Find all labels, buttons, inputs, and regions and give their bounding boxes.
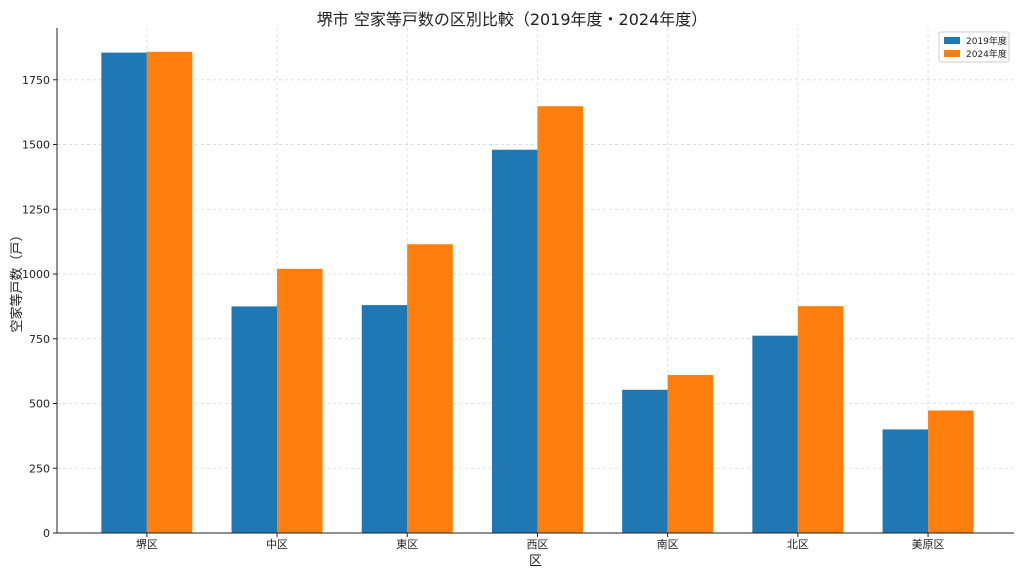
bar-中区-2024年度: [277, 268, 323, 533]
bar-北区-2024年度: [797, 306, 844, 533]
x-tick-label-5: 北区: [787, 538, 809, 551]
x-tick-label-0: 堺区: [136, 538, 158, 551]
y-tick-label-4: 1000: [22, 268, 50, 281]
legend-swatch-0: [944, 37, 960, 44]
y-tick-label-1: 250: [29, 462, 50, 475]
y-tick-label-6: 1500: [22, 139, 50, 152]
bar-北区-2019年度: [752, 335, 798, 533]
legend-label-1: 2024年度: [966, 48, 1007, 60]
bar-美原区-2024年度: [928, 410, 974, 533]
y-tick-label-0: 0: [43, 527, 50, 540]
bar-西区-2019年度: [491, 149, 538, 533]
y-tick-label-5: 1250: [22, 203, 50, 216]
chart-title: 堺市 空家等戸数の区別比較（2019年度・2024年度）: [316, 10, 708, 29]
x-axis-label: 区: [529, 554, 542, 569]
bar-堺区-2024年度: [146, 51, 193, 533]
ticks-layer: 0 250 500 750 1000 1250 1500 1750 堺区 中区 東区 西区 南区 北区 美原…: [22, 74, 945, 551]
legend-swatch-1: [944, 50, 960, 57]
x-tick-label-2: 東区: [396, 538, 418, 551]
y-tick-label-2: 500: [29, 398, 50, 411]
x-tick-label-1: 中区: [266, 538, 288, 551]
bar-南区-2024年度: [667, 375, 714, 533]
x-tick-label-4: 南区: [657, 538, 679, 551]
y-axis-label: 空家等戸数（戸）: [9, 228, 25, 332]
x-tick-label-3: 西区: [526, 538, 548, 551]
y-tick-label-7: 1750: [22, 74, 50, 87]
bar-南区-2019年度: [622, 389, 668, 533]
axes-layer: [56, 28, 1014, 534]
bars-layer: [101, 51, 974, 533]
legend-label-0: 2019年度: [966, 35, 1007, 47]
x-tick-label-6: 美原区: [912, 538, 945, 551]
bar-西区-2024年度: [537, 106, 583, 533]
y-tick-label-3: 750: [29, 333, 50, 346]
bar-東区-2024年度: [407, 244, 453, 533]
bar-東区-2019年度: [361, 305, 408, 533]
bar-堺区-2019年度: [101, 52, 147, 533]
bar-美原区-2019年度: [882, 429, 929, 533]
bar-中区-2019年度: [231, 306, 278, 533]
